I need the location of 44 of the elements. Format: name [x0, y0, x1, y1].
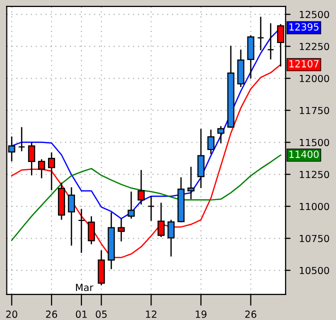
- annotation: Mar: [76, 284, 94, 292]
- y-tick-label: 10750: [300, 234, 330, 242]
- candlestick: [128, 190, 135, 220]
- candlestick: [118, 218, 125, 242]
- candlestick: [78, 208, 85, 254]
- candlestick: [257, 16, 264, 51]
- x-tick-label: 05: [96, 310, 107, 318]
- candlestick: [158, 202, 165, 238]
- x-tick-label: 12: [146, 310, 156, 318]
- x-tick-label: 26: [245, 310, 256, 318]
- y-tick-label: 11500: [300, 138, 330, 146]
- y-tick-label: 12250: [300, 42, 330, 50]
- x-tick-label: 01: [76, 310, 87, 318]
- candlestick: [138, 169, 145, 206]
- candlestick: [267, 22, 274, 60]
- data-label: 12107: [289, 60, 318, 68]
- candlestick: [247, 34, 254, 80]
- y-tick-label: 10500: [300, 266, 330, 274]
- candlestick: [38, 158, 46, 179]
- data-label: 11400: [289, 150, 319, 158]
- line-series: [11, 154, 282, 241]
- candlestick: [207, 129, 214, 155]
- candlestick: [168, 219, 175, 258]
- candlestick: [217, 125, 224, 144]
- candlestick: [68, 186, 76, 246]
- candlestick: [197, 128, 204, 189]
- x-tick-label: 19: [196, 310, 206, 318]
- candlestick: [88, 216, 95, 245]
- x-tick-label: 26: [46, 310, 58, 318]
- line-series: [11, 64, 282, 258]
- data-label: 12395: [289, 23, 318, 31]
- candlestick: [237, 49, 244, 88]
- candlestick: [28, 142, 36, 176]
- candlestick: [48, 152, 56, 191]
- y-tick-label: 11250: [300, 170, 330, 178]
- y-tick-label: 12000: [300, 74, 330, 82]
- candlestick: [148, 196, 155, 222]
- y-tick-label: 12500: [300, 10, 330, 18]
- x-tick-label: 20: [6, 310, 18, 318]
- candlestick: [187, 166, 195, 200]
- y-tick-label: 11000: [300, 202, 330, 210]
- candlestick: [18, 126, 26, 152]
- candlestick: [98, 250, 105, 286]
- y-tick-label: 11750: [300, 106, 330, 114]
